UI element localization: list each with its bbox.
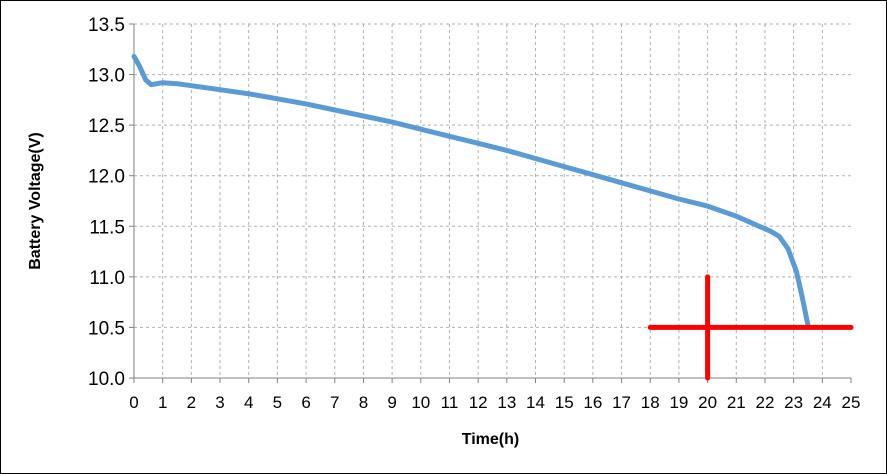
y-tick-label: 11.5 (89, 217, 125, 238)
x-tick-label: 17 (612, 393, 631, 412)
x-tick-label: 4 (244, 393, 253, 412)
y-tick-label: 13.0 (88, 66, 125, 87)
x-tick-label: 20 (698, 393, 717, 412)
y-tick-label: 12.0 (88, 167, 125, 188)
x-tick-label: 25 (842, 393, 861, 412)
x-tick-label: 3 (215, 393, 224, 412)
x-tick-label: 6 (301, 393, 310, 412)
voltage-series-line (131, 53, 811, 328)
x-tick-label: 21 (727, 393, 746, 412)
x-tick-label: 7 (330, 393, 339, 412)
x-tick-label: 11 (441, 393, 459, 412)
x-tick-label: 14 (526, 393, 545, 412)
x-tick-label: 10 (411, 393, 430, 412)
x-tick-label: 18 (641, 393, 660, 412)
x-tick-label: 16 (583, 393, 602, 412)
x-tick-labels: 0 1 2 3 4 5 6 7 8 9 10 11 12 13 14 15 16 17 18 19 20 21 22 23 24… (129, 393, 860, 412)
data-series (131, 53, 811, 328)
y-tick-label: 13.5 (88, 15, 125, 36)
x-tick-label: 9 (387, 393, 396, 412)
x-tick-label: 22 (755, 393, 774, 412)
x-axis-label: Time(h) (462, 431, 519, 448)
x-tick-label: 19 (669, 393, 688, 412)
threshold-markers (647, 274, 854, 381)
x-tick-label: 12 (469, 393, 488, 412)
x-tick-label: 24 (813, 393, 832, 412)
x-tick-label: 23 (784, 393, 803, 412)
x-tick-label: 15 (555, 393, 574, 412)
y-tick-label: 12.5 (88, 116, 125, 137)
axes (129, 23, 852, 383)
y-tick-labels: 10.0 10.5 11.0 11.5 12.0 12.5 13.0 13.5 (88, 15, 125, 390)
y-tick-label: 11.0 (89, 268, 125, 289)
x-tick-label: 13 (497, 393, 516, 412)
y-axis-label: Battery Voltage(V) (27, 132, 44, 270)
y-tick-label: 10.5 (88, 318, 125, 339)
y-tick-label: 10.0 (88, 369, 125, 390)
x-tick-label: 1 (158, 393, 167, 412)
x-tick-label: 2 (187, 393, 196, 412)
x-tick-label: 5 (273, 393, 282, 412)
x-tick-label: 0 (129, 393, 138, 412)
x-tick-label: 8 (359, 393, 368, 412)
grid-lines (134, 23, 851, 378)
